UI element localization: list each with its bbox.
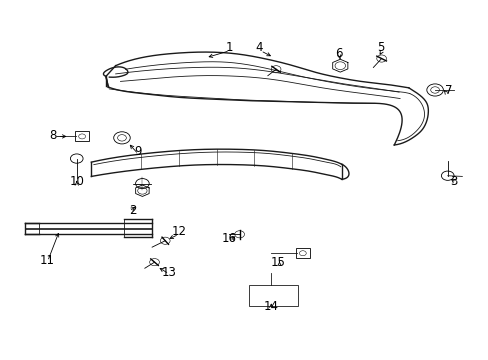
Text: 12: 12 <box>171 225 186 238</box>
Text: 1: 1 <box>226 41 233 54</box>
Text: 8: 8 <box>49 129 56 142</box>
Text: 11: 11 <box>40 254 55 267</box>
Text: 15: 15 <box>270 256 285 269</box>
Text: 6: 6 <box>335 47 343 60</box>
Text: 14: 14 <box>263 300 278 313</box>
Text: 5: 5 <box>376 41 384 54</box>
Text: 2: 2 <box>129 204 136 217</box>
Text: 13: 13 <box>162 266 176 279</box>
Text: 9: 9 <box>134 145 141 158</box>
Text: 10: 10 <box>69 175 84 188</box>
Text: 3: 3 <box>449 175 456 188</box>
Text: 4: 4 <box>255 41 262 54</box>
Text: 7: 7 <box>444 84 451 97</box>
Text: 16: 16 <box>221 233 236 246</box>
